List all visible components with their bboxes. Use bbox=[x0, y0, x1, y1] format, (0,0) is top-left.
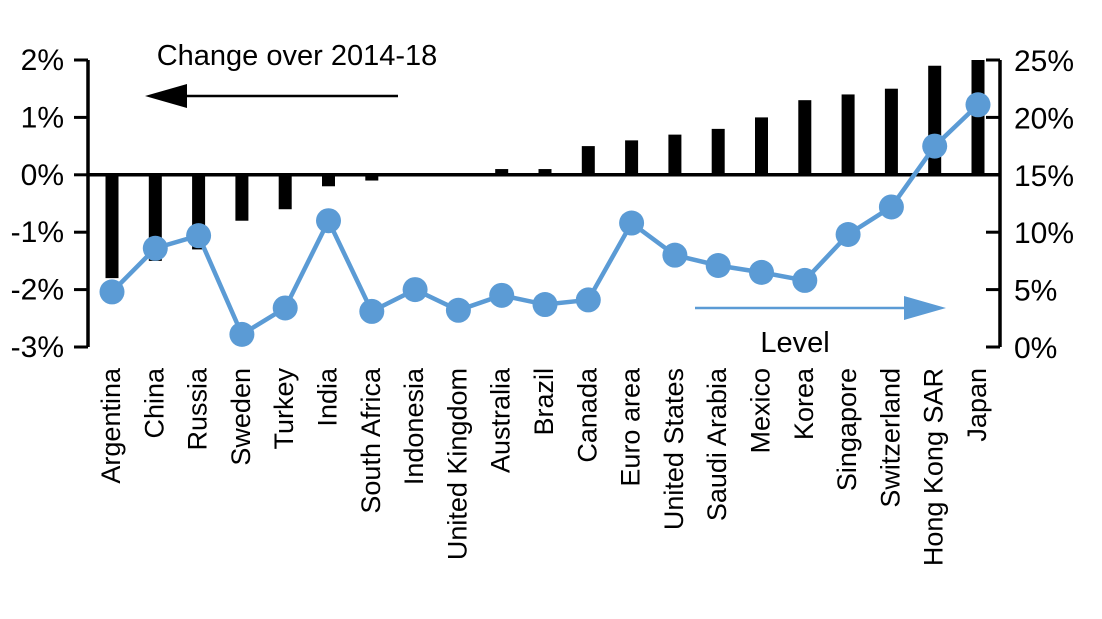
line-series-annotation-label: Level bbox=[760, 327, 829, 359]
dot-mexico bbox=[749, 259, 774, 285]
dot-united-states bbox=[662, 242, 688, 268]
bar-united-states bbox=[668, 134, 682, 175]
left-axis-tick-label: -2% bbox=[11, 274, 64, 307]
right-axis-tick-label: 5% bbox=[1014, 275, 1057, 308]
left-axis-tick-label: 0% bbox=[21, 159, 64, 192]
left-arrow-icon bbox=[145, 84, 398, 108]
x-label-switzerland: Switzerland bbox=[875, 368, 905, 508]
dot-indonesia bbox=[402, 277, 428, 303]
dot-south-africa bbox=[359, 298, 385, 324]
bar-south-africa bbox=[365, 174, 379, 181]
bar-argentina bbox=[105, 174, 119, 279]
x-label-united-kingdom: United Kingdom bbox=[442, 368, 472, 560]
x-label-australia: Australia bbox=[486, 367, 516, 473]
dot-euro-area bbox=[619, 210, 645, 236]
left-axis-tick-label: 2% bbox=[21, 44, 64, 77]
x-label-turkey: Turkey bbox=[269, 368, 299, 450]
left-axis-tick-label: 1% bbox=[21, 101, 64, 134]
x-label-euro-area: Euro area bbox=[616, 367, 646, 487]
dot-canada bbox=[575, 287, 601, 313]
bar-korea bbox=[798, 100, 812, 175]
bar-mexico bbox=[755, 117, 768, 175]
bar-japan bbox=[971, 60, 985, 175]
left-axis-tick-label: -3% bbox=[11, 331, 64, 364]
left-arrow-head bbox=[145, 84, 187, 108]
x-label-india: India bbox=[313, 367, 343, 427]
bar-india bbox=[322, 174, 335, 187]
dot-japan bbox=[965, 92, 991, 118]
x-label-saudi-arabia: Saudi Arabia bbox=[702, 367, 732, 521]
left-axis-tick-label: -1% bbox=[11, 216, 64, 249]
right-axis-tick-label: 0% bbox=[1014, 332, 1057, 365]
dot-russia bbox=[186, 223, 212, 249]
x-label-china: China bbox=[139, 367, 169, 439]
x-label-japan: Japan bbox=[962, 368, 992, 442]
dot-brazil bbox=[532, 292, 558, 318]
right-axis-tick-label: 10% bbox=[1014, 217, 1074, 250]
x-label-mexico: Mexico bbox=[746, 368, 776, 454]
dot-argentina bbox=[99, 279, 125, 305]
x-label-sweden: Sweden bbox=[226, 368, 256, 466]
x-label-united-states: United States bbox=[659, 368, 689, 530]
dot-china bbox=[142, 235, 168, 261]
right-arrow-icon bbox=[695, 296, 946, 320]
x-label-brazil: Brazil bbox=[529, 368, 559, 436]
bar-brazil bbox=[538, 169, 552, 175]
dot-sweden bbox=[229, 321, 255, 347]
bar-sweden bbox=[235, 174, 249, 221]
x-label-russia: Russia bbox=[183, 367, 213, 451]
x-label-hong-kong-sar: Hong Kong SAR bbox=[919, 368, 949, 566]
x-label-indonesia: Indonesia bbox=[399, 367, 429, 485]
x-label-south-africa: South Africa bbox=[356, 367, 386, 514]
dot-united-kingdom bbox=[445, 297, 471, 323]
bar-turkey bbox=[278, 174, 292, 210]
dot-turkey bbox=[272, 295, 298, 321]
right-axis-tick-label: 15% bbox=[1014, 160, 1074, 193]
right-axis-tick-label: 20% bbox=[1014, 102, 1074, 135]
dot-saudi-arabia bbox=[705, 252, 731, 278]
bar-saudi-arabia bbox=[711, 128, 725, 175]
right-axis-tick-label: 25% bbox=[1014, 45, 1074, 78]
x-label-canada: Canada bbox=[572, 367, 602, 463]
x-label-korea: Korea bbox=[789, 367, 819, 440]
dot-korea bbox=[792, 267, 818, 293]
x-label-argentina: Argentina bbox=[96, 367, 126, 484]
bar-series-annotation-label: Change over 2014-18 bbox=[157, 40, 438, 72]
bar-switzerland bbox=[884, 88, 898, 175]
bar-euro-area bbox=[625, 140, 639, 175]
bar-australia bbox=[495, 169, 509, 175]
dot-india bbox=[316, 208, 341, 234]
bar-canada bbox=[581, 146, 595, 175]
dot-hong-kong-sar bbox=[922, 133, 948, 159]
dot-switzerland bbox=[878, 194, 904, 220]
dot-australia bbox=[489, 282, 515, 308]
x-label-singapore: Singapore bbox=[832, 368, 862, 491]
bar-singapore bbox=[841, 94, 855, 175]
dot-singapore bbox=[835, 221, 861, 247]
right-arrow-head bbox=[904, 296, 946, 320]
